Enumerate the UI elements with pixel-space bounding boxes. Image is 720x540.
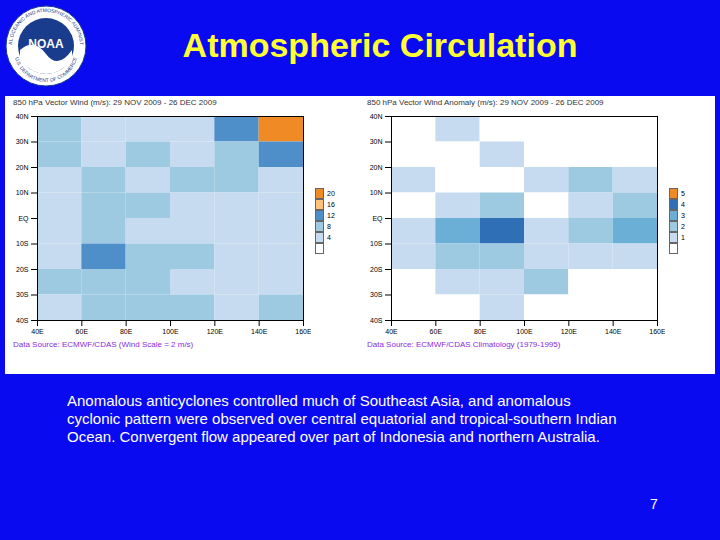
svg-text:100E: 100E	[516, 328, 533, 335]
svg-text:10S: 10S	[16, 240, 29, 247]
html-text:Data Source: ECMWF/CDAS (Wind: Data Source: ECMWF/CDAS (Wind Scale = 2 …	[13, 340, 194, 349]
svg-text:20N: 20N	[370, 164, 383, 171]
svg-text:EQ: EQ	[18, 215, 29, 223]
svg-text:40E: 40E	[31, 328, 44, 335]
svg-text:40S: 40S	[370, 317, 383, 324]
svg-text:10N: 10N	[370, 189, 383, 196]
svg-text:80E: 80E	[474, 328, 487, 335]
svg-text:10S: 10S	[370, 240, 383, 247]
html-text:5: 5	[681, 190, 685, 197]
html-text:Anomalous anticyclones control: Anomalous anticyclones controlled much o…	[67, 392, 617, 445]
svg-text:U.S. DEPARTMENT OF COMMERCE: U.S. DEPARTMENT OF COMMERCE	[14, 56, 78, 83]
svg-text:140E: 140E	[605, 328, 622, 335]
svg-text:120E: 120E	[207, 328, 224, 335]
svg-text:40E: 40E	[385, 328, 398, 335]
html-text:16: 16	[327, 201, 335, 208]
html-text:1: 1	[681, 234, 685, 241]
svg-text:160E: 160E	[649, 328, 665, 335]
svg-text:NOAA: NOAA	[28, 37, 64, 51]
svg-text:20S: 20S	[370, 266, 383, 273]
svg-text:40N: 40N	[16, 113, 29, 120]
svg-text:120E: 120E	[561, 328, 578, 335]
svg-text:20S: 20S	[16, 266, 29, 273]
svg-text:160E: 160E	[295, 328, 311, 335]
svg-text:20N: 20N	[16, 164, 29, 171]
html-text:850 hPa Vector Wind (m/s): 29: 850 hPa Vector Wind (m/s): 29 NOV 2009 -…	[13, 98, 217, 107]
html-text:7: 7	[650, 496, 658, 512]
svg-text:30S: 30S	[370, 291, 383, 298]
svg-text:30N: 30N	[370, 138, 383, 145]
svg-text:40S: 40S	[16, 317, 29, 324]
html-text:850 hPa Vector Wind Anomaly (m: 850 hPa Vector Wind Anomaly (m/s): 29 NO…	[367, 98, 604, 107]
svg-text:30N: 30N	[16, 138, 29, 145]
html-text:2: 2	[681, 223, 685, 230]
svg-text:80E: 80E	[120, 328, 133, 335]
svg-text:60E: 60E	[76, 328, 89, 335]
svg-text:10N: 10N	[16, 189, 29, 196]
html-text:Data Source: ECMWF/CDAS Climat: Data Source: ECMWF/CDAS Climatology (197…	[367, 340, 561, 349]
html-text:8: 8	[327, 223, 331, 230]
html-text:4: 4	[327, 234, 331, 241]
html-text:Atmospheric Circulation: Atmospheric Circulation	[182, 26, 578, 64]
html-text:4: 4	[681, 201, 685, 208]
svg-text:100E: 100E	[162, 328, 179, 335]
svg-text:EQ: EQ	[372, 215, 383, 223]
svg-text:60E: 60E	[430, 328, 443, 335]
svg-text:140E: 140E	[251, 328, 268, 335]
svg-text:40N: 40N	[370, 113, 383, 120]
html-text:12: 12	[327, 212, 335, 219]
svg-text:30S: 30S	[16, 291, 29, 298]
html-text:3: 3	[681, 212, 685, 219]
html-text:20: 20	[327, 190, 335, 197]
